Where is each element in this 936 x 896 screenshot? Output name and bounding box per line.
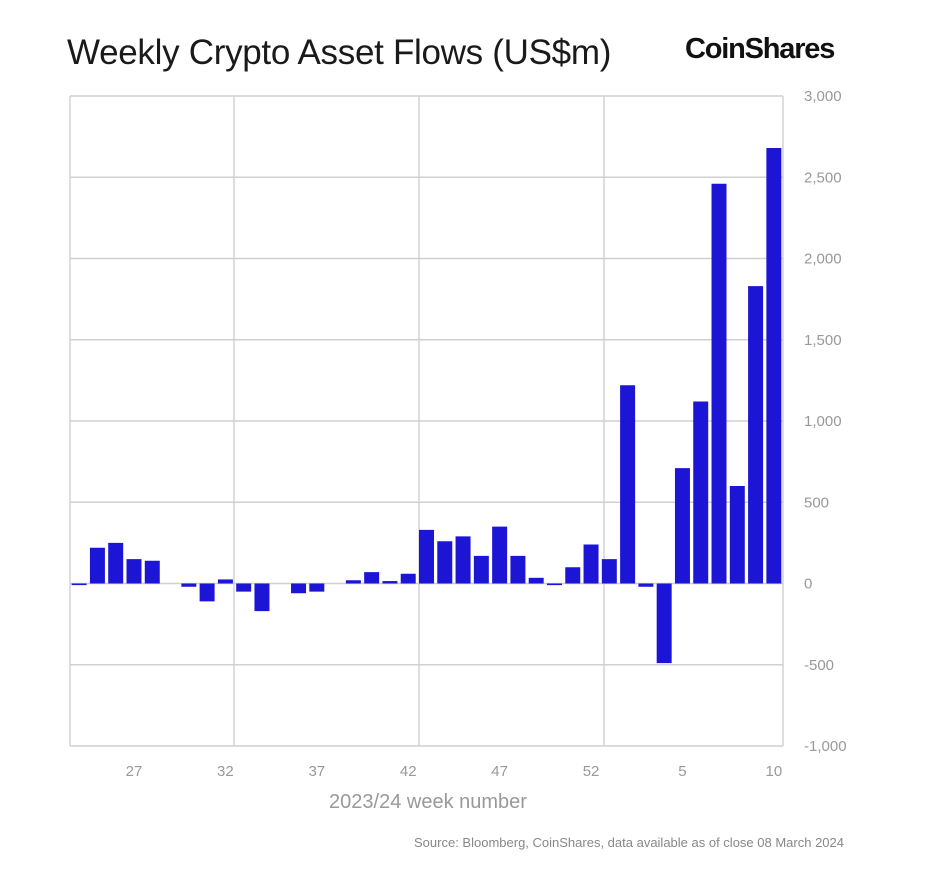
chart-bars: [71, 148, 782, 664]
x-tick-label: 37: [308, 763, 325, 780]
x-tick-label: 27: [126, 763, 143, 780]
bar-week-47: [492, 526, 508, 584]
y-tick-label: -1,000: [804, 738, 847, 755]
chart-grid: [69, 95, 784, 747]
bar-week-1: [601, 559, 617, 584]
y-tick-label: 2,000: [804, 251, 842, 268]
bar-week-24: [71, 583, 87, 586]
x-tick-label: 47: [491, 763, 508, 780]
source-note: Source: Bloomberg, CoinShares, data avai…: [414, 835, 844, 850]
bar-week-9: [748, 286, 764, 584]
bar-week-46: [473, 555, 489, 584]
bar-chart: 3,0002,5002,0001,5001,0005000-500-1,000 …: [69, 88, 847, 813]
bar-week-44: [437, 541, 453, 584]
y-tick-label: 3,000: [804, 88, 842, 105]
x-tick-label: 10: [766, 763, 783, 780]
x-tick-label: 42: [400, 763, 417, 780]
x-axis-title: 2023/24 week number: [329, 791, 527, 813]
bar-week-37: [309, 583, 325, 592]
bar-week-52: [583, 544, 599, 584]
bar-week-6: [693, 401, 709, 584]
y-tick-label: 500: [804, 494, 829, 511]
bar-week-4: [656, 583, 672, 664]
bar-week-5: [674, 468, 690, 584]
bar-week-48: [510, 555, 526, 584]
bar-week-26: [108, 542, 124, 584]
bar-week-10: [766, 148, 782, 584]
bar-week-33: [236, 583, 252, 592]
x-tick-label: 52: [583, 763, 600, 780]
bar-week-49: [528, 577, 544, 584]
y-tick-label: 1,500: [804, 332, 842, 349]
x-tick-label: 32: [217, 763, 234, 780]
bar-week-25: [89, 547, 105, 584]
x-tick-label: 5: [678, 763, 686, 780]
bar-week-42: [400, 573, 416, 584]
bar-week-8: [729, 486, 745, 584]
y-tick-label: -500: [804, 657, 834, 674]
bar-week-2: [620, 385, 636, 584]
bar-week-31: [199, 583, 215, 602]
y-tick-label: 0: [804, 576, 812, 593]
x-axis-ticks: 27 32 37 42 47 52 5 10: [126, 763, 783, 780]
y-tick-label: 2,500: [804, 169, 842, 186]
bar-week-50: [546, 583, 562, 586]
bar-week-34: [254, 583, 270, 612]
coinshares-logo: CoinShares: [685, 33, 835, 65]
bar-week-28: [144, 560, 160, 584]
y-axis-ticks: 3,000 2,500 2,000 1,500 1,000 500 0 -500 -1,000: [804, 88, 847, 755]
bar-week-40: [364, 572, 380, 584]
bar-week-7: [711, 183, 727, 584]
bar-week-30: [181, 583, 197, 587]
y-tick-label: 1,000: [804, 413, 842, 430]
bar-week-3: [638, 583, 654, 587]
bar-week-41: [382, 581, 398, 584]
bar-week-51: [565, 567, 581, 584]
bar-week-45: [455, 536, 471, 584]
bar-week-43: [419, 529, 434, 584]
bar-week-39: [345, 580, 361, 584]
bar-week-27: [126, 559, 142, 584]
chart-title: Weekly Crypto Asset Flows (US$m): [67, 33, 612, 72]
bar-week-32: [217, 579, 233, 584]
bar-week-36: [291, 583, 307, 594]
